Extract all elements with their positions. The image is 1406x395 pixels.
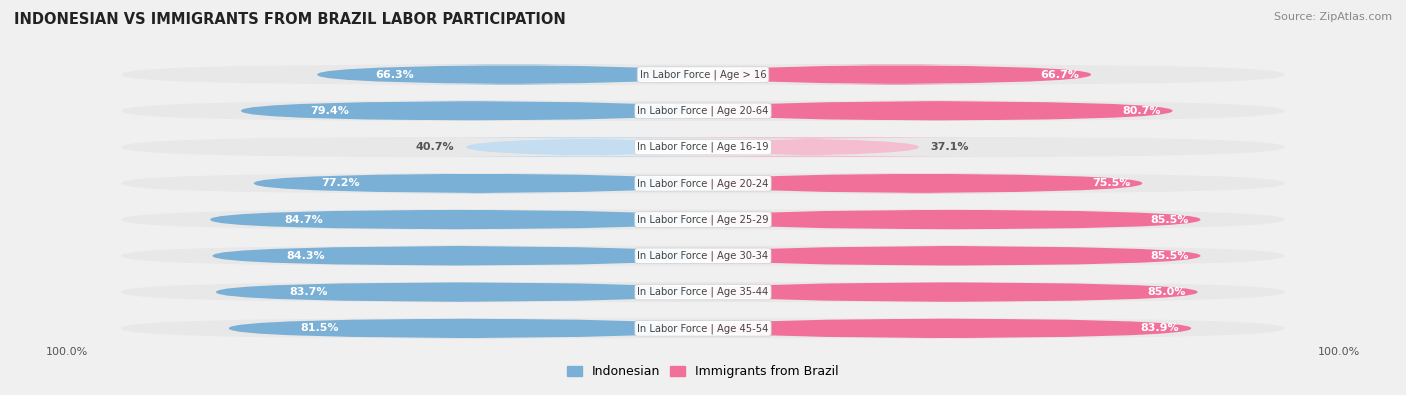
FancyBboxPatch shape	[121, 137, 1285, 157]
FancyBboxPatch shape	[703, 173, 1142, 193]
FancyBboxPatch shape	[703, 246, 1201, 266]
Text: INDONESIAN VS IMMIGRANTS FROM BRAZIL LABOR PARTICIPATION: INDONESIAN VS IMMIGRANTS FROM BRAZIL LAB…	[14, 12, 565, 27]
FancyBboxPatch shape	[605, 137, 1017, 157]
Text: 85.0%: 85.0%	[1147, 287, 1185, 297]
FancyBboxPatch shape	[229, 318, 703, 338]
Text: 100.0%: 100.0%	[45, 347, 87, 357]
Text: In Labor Force | Age > 16: In Labor Force | Age > 16	[640, 70, 766, 80]
Text: In Labor Force | Age 30-34: In Labor Force | Age 30-34	[637, 250, 769, 261]
Text: In Labor Force | Age 45-54: In Labor Force | Age 45-54	[637, 323, 769, 333]
FancyBboxPatch shape	[217, 282, 703, 302]
Text: 40.7%: 40.7%	[416, 142, 454, 152]
Text: 80.7%: 80.7%	[1122, 106, 1161, 116]
Text: 83.7%: 83.7%	[290, 287, 328, 297]
FancyBboxPatch shape	[121, 282, 1285, 302]
FancyBboxPatch shape	[212, 246, 703, 266]
FancyBboxPatch shape	[703, 318, 1191, 338]
FancyBboxPatch shape	[121, 210, 1285, 229]
FancyBboxPatch shape	[318, 65, 703, 85]
Text: 84.7%: 84.7%	[284, 214, 323, 225]
Text: 66.3%: 66.3%	[375, 70, 413, 79]
FancyBboxPatch shape	[254, 173, 703, 193]
Text: 100.0%: 100.0%	[1319, 347, 1361, 357]
FancyBboxPatch shape	[121, 246, 1285, 266]
FancyBboxPatch shape	[121, 65, 1285, 85]
Text: Source: ZipAtlas.com: Source: ZipAtlas.com	[1274, 12, 1392, 22]
FancyBboxPatch shape	[703, 101, 1173, 121]
Text: 37.1%: 37.1%	[931, 142, 969, 152]
Text: 77.2%: 77.2%	[321, 178, 360, 188]
FancyBboxPatch shape	[121, 318, 1285, 338]
Text: 79.4%: 79.4%	[311, 106, 349, 116]
Text: 75.5%: 75.5%	[1092, 178, 1130, 188]
Text: 83.9%: 83.9%	[1140, 324, 1180, 333]
Legend: Indonesian, Immigrants from Brazil: Indonesian, Immigrants from Brazil	[562, 360, 844, 383]
FancyBboxPatch shape	[240, 101, 703, 121]
Text: 85.5%: 85.5%	[1150, 214, 1189, 225]
Text: 66.7%: 66.7%	[1040, 70, 1080, 79]
Text: 81.5%: 81.5%	[299, 324, 339, 333]
FancyBboxPatch shape	[703, 282, 1198, 302]
Text: 84.3%: 84.3%	[285, 251, 325, 261]
Text: In Labor Force | Age 20-64: In Labor Force | Age 20-64	[637, 105, 769, 116]
FancyBboxPatch shape	[389, 137, 780, 157]
Text: In Labor Force | Age 20-24: In Labor Force | Age 20-24	[637, 178, 769, 188]
Text: In Labor Force | Age 35-44: In Labor Force | Age 35-44	[637, 287, 769, 297]
FancyBboxPatch shape	[121, 173, 1285, 193]
Text: In Labor Force | Age 25-29: In Labor Force | Age 25-29	[637, 214, 769, 225]
Text: In Labor Force | Age 16-19: In Labor Force | Age 16-19	[637, 142, 769, 152]
Text: 85.5%: 85.5%	[1150, 251, 1189, 261]
FancyBboxPatch shape	[121, 101, 1285, 121]
FancyBboxPatch shape	[211, 210, 703, 229]
FancyBboxPatch shape	[703, 210, 1201, 229]
FancyBboxPatch shape	[703, 65, 1091, 85]
